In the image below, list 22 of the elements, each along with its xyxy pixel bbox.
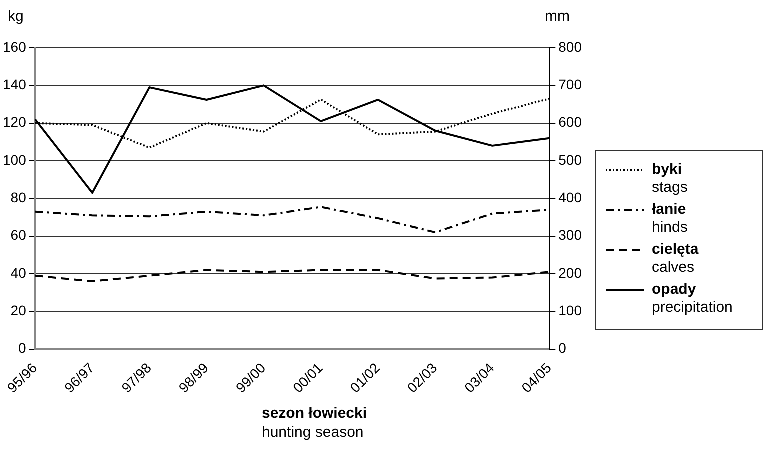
y2-tick-label: 500	[558, 152, 582, 168]
y2-tick-label: 100	[558, 302, 582, 319]
y-tick-label: 80	[10, 190, 27, 206]
y2-tick-label: 0	[558, 340, 567, 356]
y2-tick-label: 200	[558, 264, 582, 281]
y2-tick-label: 600	[558, 114, 582, 130]
legend-label: opady precipitation	[652, 281, 733, 317]
y2-tick-label: 300	[558, 227, 582, 244]
y2-axis-title: mm	[545, 8, 570, 25]
y-tick-label: 0	[18, 340, 27, 356]
y-tick-label: 40	[10, 264, 27, 281]
y-tick-label: 60	[10, 227, 27, 244]
y-tick-label: 100	[3, 152, 27, 168]
y-tick-label: 20	[10, 302, 27, 319]
y2-tick-label: 400	[558, 190, 582, 206]
y2-tick-label: 800	[558, 38, 582, 55]
y-tick-label: 140	[3, 76, 27, 93]
y-tick-label: 160	[3, 38, 27, 55]
x-axis-title: sezon łowiecki hunting season	[262, 404, 368, 442]
y-tick-label: 120	[3, 114, 27, 130]
y2-tick-label: 700	[558, 76, 582, 93]
y-axis-title: kg	[8, 8, 24, 25]
